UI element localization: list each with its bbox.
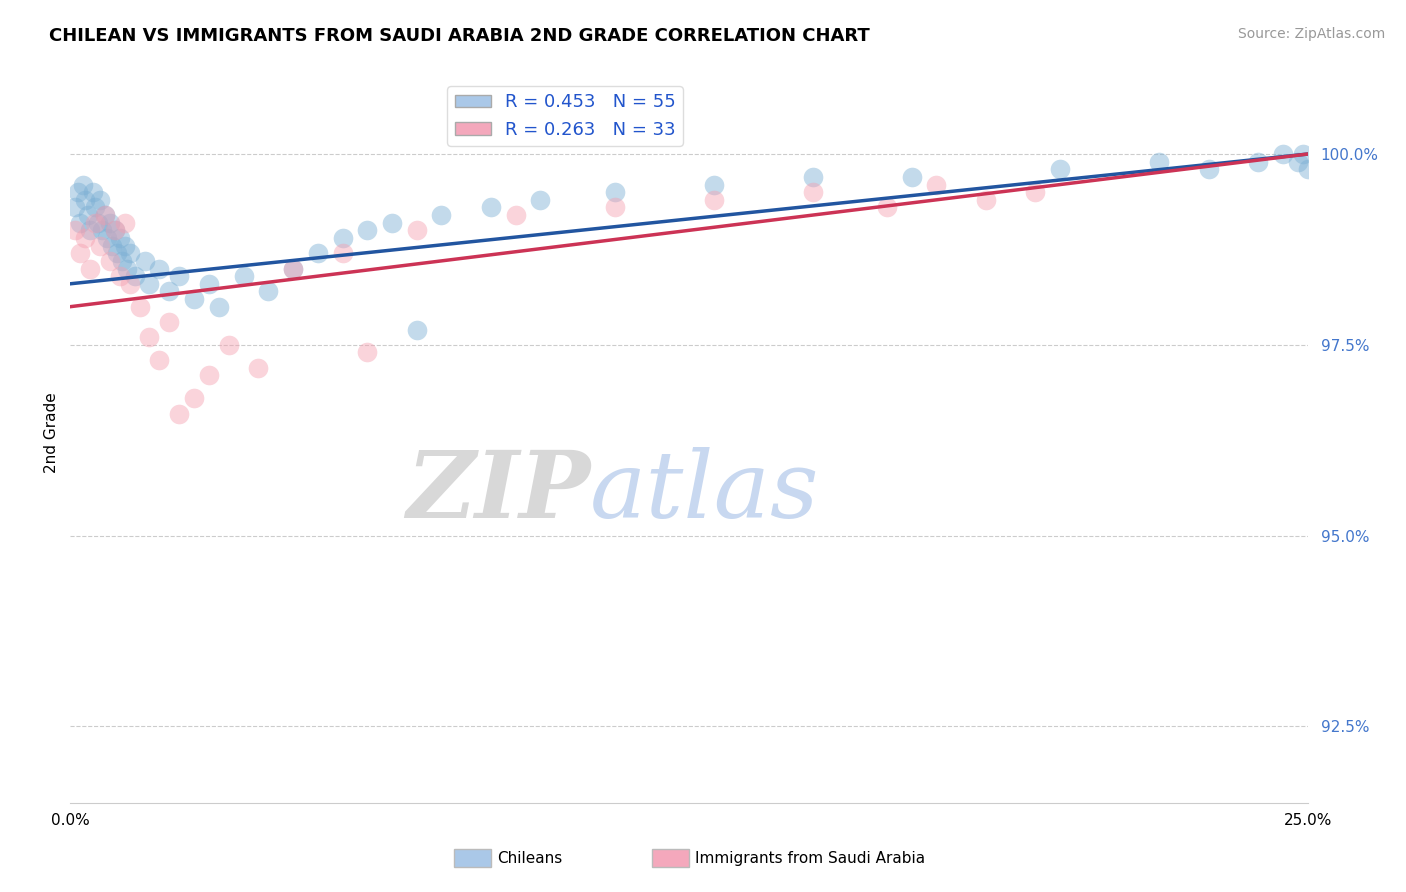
Point — [79, 223, 101, 237]
Point — [208, 300, 231, 314]
Point — [925, 178, 948, 192]
Point — [703, 193, 725, 207]
Point — [1024, 185, 1046, 199]
Point — [157, 315, 180, 329]
Point — [75, 231, 97, 245]
Point — [281, 261, 304, 276]
Point — [405, 322, 427, 336]
Point — [114, 238, 136, 252]
Point — [89, 238, 111, 252]
Point — [138, 277, 160, 291]
Point — [1271, 147, 1294, 161]
Point — [356, 223, 378, 237]
Point — [332, 231, 354, 245]
Point — [111, 253, 134, 268]
Point — [198, 277, 221, 291]
Point — [65, 223, 87, 237]
Point — [703, 178, 725, 192]
Point — [356, 345, 378, 359]
Point — [332, 246, 354, 260]
Point — [232, 269, 254, 284]
Point — [900, 169, 922, 184]
Point — [104, 223, 127, 237]
Text: atlas: atlas — [591, 447, 820, 537]
Point — [405, 223, 427, 237]
Point — [79, 261, 101, 276]
FancyBboxPatch shape — [454, 848, 491, 867]
Point — [94, 208, 117, 222]
Point — [69, 216, 91, 230]
Point — [128, 300, 150, 314]
Point — [98, 253, 121, 268]
FancyBboxPatch shape — [652, 848, 689, 867]
Point — [118, 246, 141, 260]
Point — [1296, 162, 1319, 177]
Point — [307, 246, 329, 260]
Point — [114, 216, 136, 230]
Point — [84, 216, 107, 230]
Point — [1198, 162, 1220, 177]
Point — [381, 216, 404, 230]
Point — [603, 201, 626, 215]
Text: CHILEAN VS IMMIGRANTS FROM SAUDI ARABIA 2ND GRADE CORRELATION CHART: CHILEAN VS IMMIGRANTS FROM SAUDI ARABIA … — [49, 27, 870, 45]
Text: ZIP: ZIP — [406, 447, 591, 537]
Point — [91, 223, 114, 237]
Point — [1291, 147, 1313, 161]
Point — [801, 169, 824, 184]
Point — [134, 253, 156, 268]
Point — [430, 208, 453, 222]
Point — [94, 208, 117, 222]
Point — [1247, 154, 1270, 169]
Point — [801, 185, 824, 199]
Point — [66, 185, 89, 199]
Point — [167, 269, 190, 284]
Point — [183, 292, 205, 306]
Point — [76, 208, 98, 222]
Point — [1147, 154, 1170, 169]
Point — [247, 360, 270, 375]
Point — [101, 238, 124, 252]
Point — [75, 193, 97, 207]
Point — [118, 277, 141, 291]
Point — [124, 269, 146, 284]
Point — [529, 193, 551, 207]
Point — [69, 246, 91, 260]
Text: Immigrants from Saudi Arabia: Immigrants from Saudi Arabia — [695, 851, 925, 866]
Point — [257, 285, 280, 299]
Point — [115, 261, 138, 276]
Point — [108, 231, 131, 245]
Point — [505, 208, 527, 222]
Point — [183, 391, 205, 405]
Point — [105, 246, 128, 260]
Point — [86, 216, 108, 230]
Point — [138, 330, 160, 344]
Point — [108, 269, 131, 284]
Point — [198, 368, 221, 383]
Point — [479, 201, 502, 215]
Point — [65, 201, 87, 215]
Text: Source: ZipAtlas.com: Source: ZipAtlas.com — [1237, 27, 1385, 41]
Point — [72, 178, 94, 192]
Point — [157, 285, 180, 299]
Text: Chileans: Chileans — [498, 851, 562, 866]
Y-axis label: 2nd Grade: 2nd Grade — [44, 392, 59, 473]
Point — [96, 231, 118, 245]
Point — [218, 338, 240, 352]
Legend: R = 0.453   N = 55, R = 0.263   N = 33: R = 0.453 N = 55, R = 0.263 N = 33 — [447, 87, 683, 145]
Point — [281, 261, 304, 276]
Point — [104, 223, 127, 237]
Point — [1286, 154, 1309, 169]
Point — [89, 193, 111, 207]
Point — [98, 216, 121, 230]
Point — [148, 353, 170, 368]
Point — [84, 201, 107, 215]
Point — [876, 201, 898, 215]
Point — [82, 185, 104, 199]
Point — [1049, 162, 1071, 177]
Point — [974, 193, 997, 207]
Point — [167, 407, 190, 421]
Point — [148, 261, 170, 276]
Point — [603, 185, 626, 199]
